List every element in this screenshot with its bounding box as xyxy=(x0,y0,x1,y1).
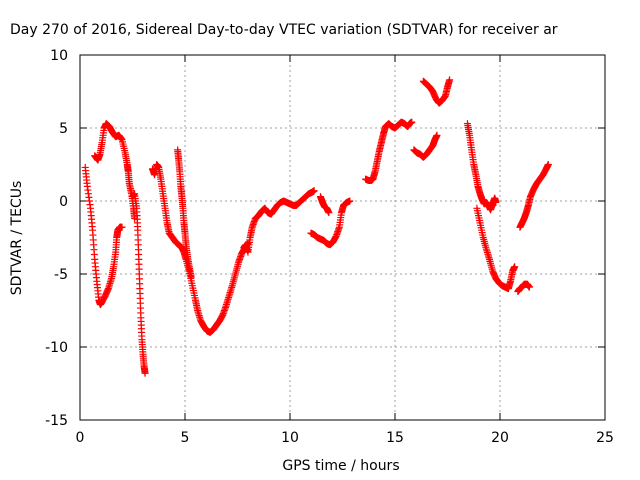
y-tick-label: 5 xyxy=(59,121,68,137)
y-tick-label: -10 xyxy=(45,340,68,356)
x-tick-label: 25 xyxy=(596,430,614,446)
x-tick-label: 0 xyxy=(76,430,85,446)
y-tick-label: 0 xyxy=(59,194,68,210)
data-point xyxy=(511,263,519,271)
data-point xyxy=(492,198,500,206)
data-point xyxy=(187,273,195,281)
data-point xyxy=(446,76,454,84)
data-point xyxy=(325,209,333,217)
x-axis-label: GPS time / hours xyxy=(282,458,399,474)
data-point xyxy=(408,118,416,126)
data-point xyxy=(346,197,354,205)
y-tick-label: -5 xyxy=(54,267,68,283)
data-point xyxy=(141,369,149,377)
x-tick-label: 20 xyxy=(491,430,509,446)
plot-frame xyxy=(79,54,606,421)
data-point xyxy=(118,223,126,231)
data-point xyxy=(525,283,533,291)
x-tick-label: 5 xyxy=(181,430,190,446)
grid xyxy=(80,55,605,420)
y-axis-label: SDTVAR / TECUs xyxy=(9,181,25,296)
y-tick-label: 10 xyxy=(50,48,68,64)
x-tick-label: 15 xyxy=(386,430,404,446)
y-tick-label: -15 xyxy=(45,413,68,429)
data-point xyxy=(544,161,552,168)
chart-title: Day 270 of 2016, Sidereal Day-to-day VTE… xyxy=(10,22,558,38)
axis-ticks: 0 5 10 15 20 25 -15 -10 -5 0 5 10 xyxy=(45,48,614,446)
data-point xyxy=(310,187,318,195)
data-point xyxy=(433,131,441,139)
data-series xyxy=(81,76,552,377)
x-tick-label: 10 xyxy=(281,430,299,446)
